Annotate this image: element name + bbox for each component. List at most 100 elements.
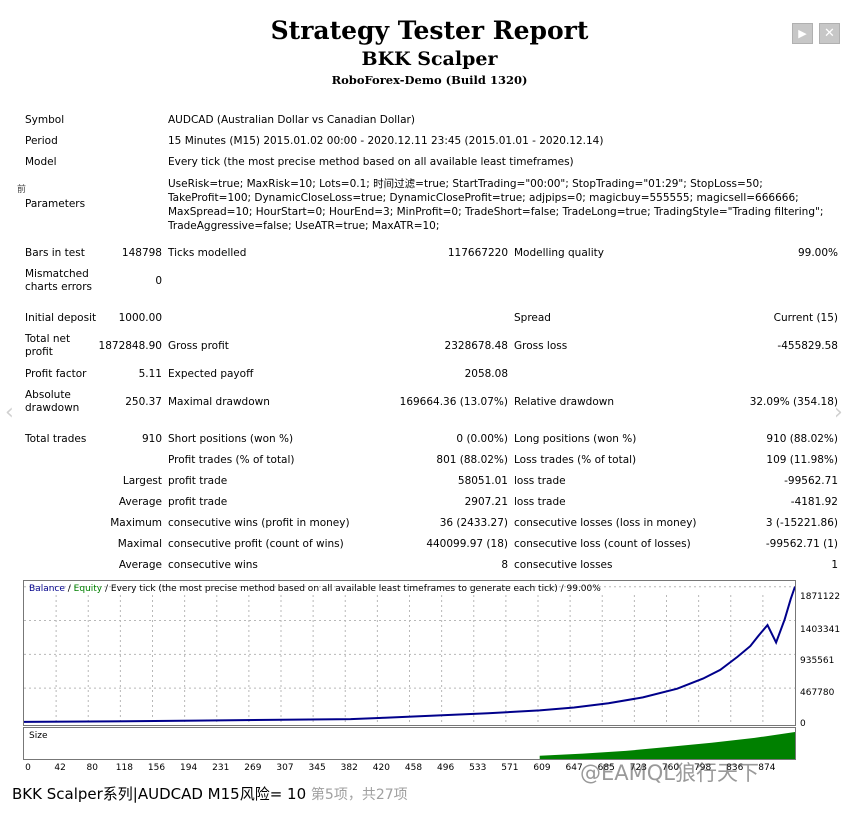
long-label: Long positions (won %)	[514, 433, 637, 445]
model-value: Every tick (the most precise method base…	[168, 156, 574, 168]
legend-rest: / Every tick (the most precise method ba…	[102, 584, 601, 594]
ptrades-label: Profit trades (% of total)	[168, 454, 295, 466]
pf-label: Profit factor	[25, 368, 87, 380]
largest-profit-label: profit trade	[168, 475, 228, 487]
size-chart-svg	[539, 732, 795, 759]
payoff-label: Expected payoff	[168, 368, 254, 380]
largest-loss-value: -99562.71	[784, 475, 838, 487]
x-tick-label: 874	[758, 763, 776, 773]
average-profit-label: profit trade	[168, 496, 228, 508]
close-icon: ✕	[824, 26, 835, 41]
grossloss-value: -455829.58	[777, 340, 838, 352]
x-tick-label: 80	[86, 763, 98, 773]
size-chart: Size	[23, 727, 796, 760]
watermark: @EAMQL狼行天下	[580, 757, 759, 787]
symbol-label: Symbol	[25, 114, 65, 126]
largest-profit-value: 58051.01	[457, 475, 508, 487]
report-title: Strategy Tester Report	[270, 16, 589, 45]
size-series-area	[539, 732, 795, 759]
balance-chart-svg	[24, 586, 795, 725]
x-tick-label: 269	[244, 763, 262, 773]
play-icon: ▶	[798, 27, 807, 40]
trades-label: Total trades	[25, 433, 87, 445]
spread-label: Spread	[514, 312, 551, 324]
x-tick-label: 609	[533, 763, 551, 773]
x-tick-label: 345	[308, 763, 326, 773]
pf-value: 5.11	[138, 368, 162, 380]
x-tick-label: 760	[661, 763, 680, 773]
y-tick-label: 0	[800, 719, 806, 729]
short-value: 0 (0.00%)	[456, 433, 508, 445]
prev-arrow-icon[interactable]: ‹	[5, 400, 14, 425]
x-tick-label: 533	[469, 763, 487, 773]
max-losses-label: consecutive losses (loss in money)	[514, 517, 697, 529]
x-tick-label: 420	[372, 763, 390, 773]
max-wins-value: 36 (2433.27)	[439, 517, 508, 529]
maximal-profit-label: consecutive profit (count of wins)	[168, 538, 344, 550]
deposit-label: Initial deposit	[25, 312, 97, 324]
grossprofit-value: 2328678.48	[444, 340, 508, 352]
x-tick-label: 194	[180, 763, 198, 773]
balance-series-line	[24, 586, 795, 723]
ticks-label: Ticks modelled	[168, 247, 247, 259]
average-loss-label: loss trade	[514, 496, 566, 508]
max-losses-value: 3 (-15221.86)	[765, 517, 838, 529]
caption: BKK Scalper系列|AUDCAD M15风险= 10 第5项，共27项	[12, 783, 408, 804]
bars-label: Bars in test	[25, 247, 85, 259]
grossloss-label: Gross loss	[514, 340, 568, 352]
avg-losses-value: 1	[831, 559, 838, 571]
parameters-label: Parameters	[25, 198, 86, 210]
trades-value: 910	[141, 433, 162, 445]
maxdd-label: Maximal drawdown	[168, 396, 270, 408]
watermark-text: @EAMQL	[580, 761, 675, 785]
x-tick-label: 0	[25, 763, 31, 773]
period-value: 15 Minutes (M15) 2015.01.02 00:00 - 2020…	[168, 135, 604, 147]
x-tick-label: 647	[565, 763, 583, 773]
largest-label: Largest	[122, 475, 162, 487]
maximal-loss-label: consecutive loss (count of losses)	[514, 538, 691, 550]
symbol-value: AUDCAD (Australian Dollar vs Canadian Do…	[168, 114, 415, 126]
maximal-loss-value: -99562.71 (1)	[765, 538, 838, 550]
parameters-mark: 前	[17, 185, 27, 195]
close-button[interactable]: ✕	[819, 23, 840, 44]
ea-name: BKK Scalper	[361, 48, 498, 70]
absdd-label: Absolute drawdown	[25, 389, 80, 414]
x-tick-label: 685	[597, 763, 615, 773]
ticks-value: 117667220	[447, 247, 508, 259]
max-wins-label: consecutive wins (profit in money)	[168, 517, 350, 529]
average-profit-value: 2907.21	[464, 496, 508, 508]
x-tick-label: 307	[276, 763, 294, 773]
netprofit-label: Total net profit	[25, 333, 71, 358]
x-tick-label: 118	[115, 763, 133, 773]
model-label: Model	[25, 156, 57, 168]
x-tick-label: 723	[629, 763, 647, 773]
maximal-label: Maximal	[117, 538, 162, 550]
caption-text: BKK Scalper系列|AUDCAD M15风险= 10	[12, 785, 307, 803]
long-value: 910 (88.02%)	[766, 433, 838, 445]
next-arrow-icon[interactable]: ›	[834, 400, 843, 425]
mismatched-label: Mismatched charts errors	[25, 268, 92, 293]
y-tick-label: 935561	[800, 656, 835, 666]
size-label: Size	[29, 731, 48, 741]
x-tick-label: 382	[340, 763, 358, 773]
reldd-label: Relative drawdown	[514, 396, 615, 408]
netprofit-value: 1872848.90	[98, 340, 162, 352]
y-tick-label: 1403341	[800, 625, 841, 635]
grossprofit-label: Gross profit	[168, 340, 229, 352]
quality-value: 99.00%	[797, 247, 838, 259]
ptrades-value: 801 (88.02%)	[436, 454, 508, 466]
x-tick-label: 156	[147, 763, 166, 773]
bars-value: 148798	[121, 247, 162, 259]
x-tick-label: 571	[501, 763, 519, 773]
chart-legend: Balance / Equity / Every tick (the most …	[29, 584, 601, 594]
x-tick-label: 496	[437, 763, 455, 773]
y-tick-label: 467780	[800, 688, 835, 698]
x-tick-label: 798	[694, 763, 712, 773]
deposit-value: 1000.00	[118, 312, 162, 324]
quality-label: Modelling quality	[514, 247, 604, 259]
x-tick-label: 836	[726, 763, 744, 773]
play-button[interactable]: ▶	[792, 23, 813, 44]
maxdd-value: 169664.36 (13.07%)	[399, 396, 508, 408]
maximal-profit-value: 440099.97 (18)	[426, 538, 508, 550]
legend-sep: /	[64, 584, 74, 594]
